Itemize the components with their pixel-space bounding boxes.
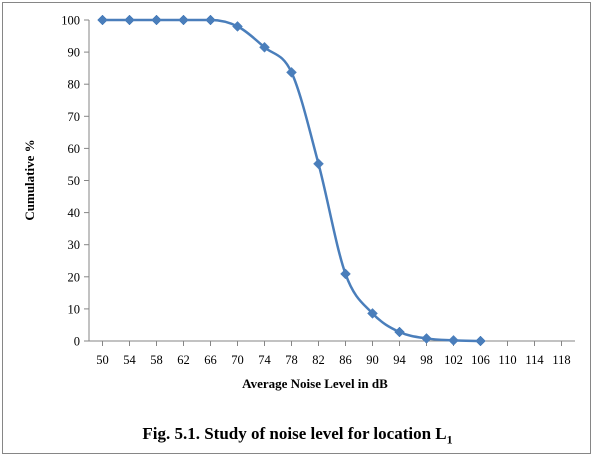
data-point-marker: [205, 14, 216, 26]
figure-frame: [2, 2, 591, 454]
caption-subscript: 1: [446, 432, 453, 447]
x-tick-label: 50: [96, 353, 109, 367]
x-tick-label: 58: [150, 353, 163, 367]
y-tick-label: 10: [68, 302, 81, 316]
data-point-marker: [232, 21, 243, 32]
caption-text: Fig. 5.1. Study of noise level for locat…: [142, 424, 447, 443]
y-tick-label: 30: [68, 238, 81, 252]
y-tick-label: 100: [61, 14, 80, 28]
y-tick-label: 80: [68, 78, 81, 92]
y-tick-label: 0: [74, 335, 80, 349]
data-point-marker: [286, 66, 297, 78]
y-axis: 0 10 20 30 40 50 60 70 80 90 100: [61, 14, 90, 349]
data-point-marker: [259, 41, 270, 53]
data-point-marker: [313, 158, 324, 170]
data-point-marker: [178, 14, 189, 26]
data-point-marker: [448, 335, 459, 346]
y-tick-label: 60: [68, 142, 81, 156]
data-point-marker: [124, 14, 135, 26]
x-tick-label: 114: [525, 353, 544, 367]
data-point-marker: [367, 308, 378, 319]
series-layer: [97, 14, 486, 347]
x-tick-label: 102: [444, 353, 463, 367]
x-tick-label: 66: [204, 353, 217, 367]
y-tick-label: 20: [68, 270, 81, 284]
x-tick-label: 82: [312, 353, 325, 367]
data-point-marker: [394, 326, 405, 338]
x-tick-label: 70: [231, 353, 244, 367]
figure-caption: Fig. 5.1. Study of noise level for locat…: [0, 424, 595, 447]
y-tick-label: 90: [68, 46, 81, 60]
series-line: [102, 18, 481, 343]
x-tick-label: 106: [471, 353, 490, 367]
x-tick-label: 62: [177, 353, 190, 367]
x-tick-label: 94: [393, 353, 406, 367]
x-tick-label: 110: [498, 353, 516, 367]
x-axis: 50 54 58 62 66 70 74 78 82 86 90 94 98 102 106 110 114 11…: [89, 340, 575, 367]
x-tick-label: 54: [123, 353, 136, 367]
y-tick-label: 50: [68, 174, 81, 188]
line-chart: 0 10 20 30 40 50 60 70 80 90 100 50 54 58 62 66 70 74 78 8…: [22, 14, 575, 391]
x-axis-title: Average Noise Level in dB: [242, 376, 388, 391]
data-point-marker: [340, 268, 351, 280]
data-point-marker: [97, 14, 108, 26]
x-tick-label: 74: [258, 353, 271, 367]
x-tick-label: 90: [366, 353, 379, 367]
x-tick-label: 118: [552, 353, 570, 367]
y-tick-label: 70: [68, 110, 81, 124]
x-tick-label: 98: [420, 353, 433, 367]
data-point-marker: [475, 335, 486, 347]
data-point-marker: [151, 14, 162, 26]
y-tick-label: 40: [68, 206, 81, 220]
data-point-marker: [421, 333, 432, 344]
y-axis-title: Cumulative %: [22, 139, 37, 220]
x-tick-label: 86: [339, 353, 352, 367]
x-tick-label: 78: [285, 353, 298, 367]
